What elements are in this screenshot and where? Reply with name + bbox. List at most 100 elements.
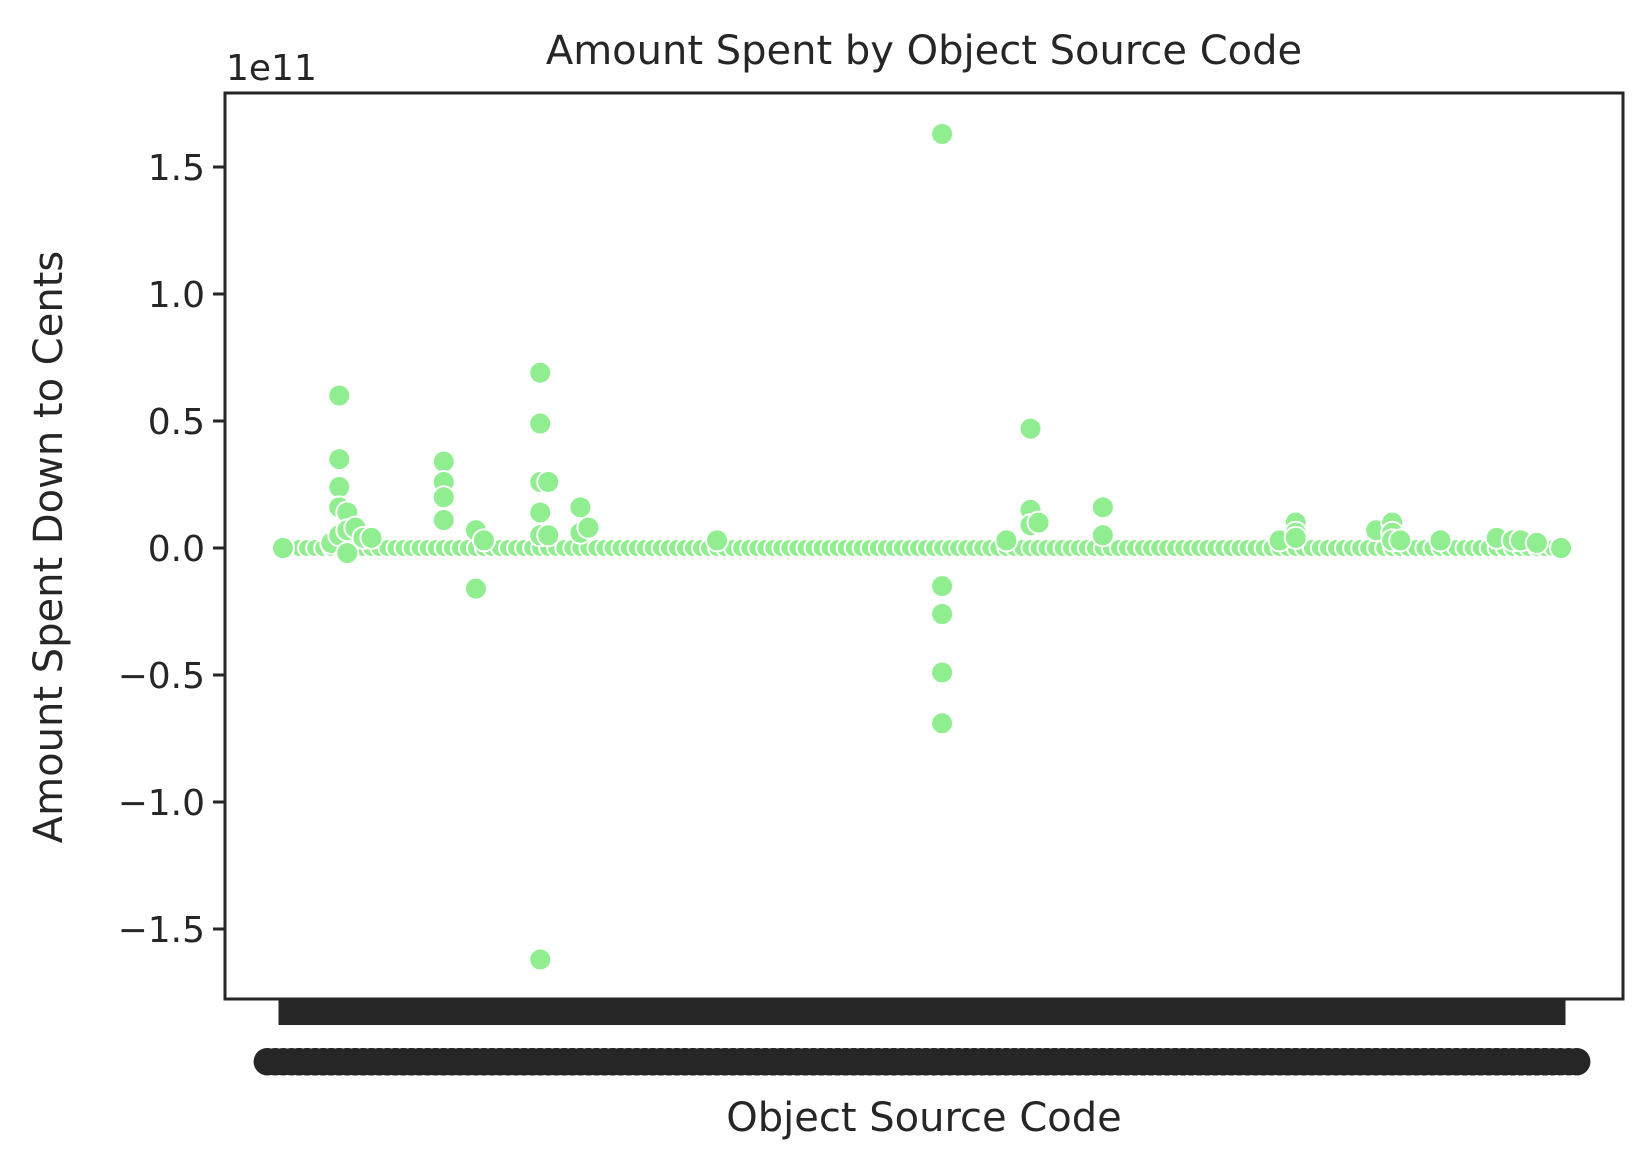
x-tick-label: ●● — [637, 1039, 700, 1080]
x-tick-label: ●● — [629, 1039, 692, 1080]
x-tick-label: ●● — [1465, 1039, 1528, 1080]
y-tick-label: 1.5 — [148, 148, 205, 189]
x-tick-label: ●● — [1514, 1039, 1577, 1080]
x-tick-label: ●● — [1136, 1039, 1199, 1080]
x-tick-label: ●● — [1232, 1039, 1295, 1080]
x-tick-label: ●● — [943, 1039, 1006, 1080]
x-tick-label: ●● — [1015, 1039, 1078, 1080]
x-tick-label: ●● — [613, 1039, 676, 1080]
x-tick-label: ●● — [999, 1039, 1062, 1080]
x-tick-label: ●● — [838, 1039, 901, 1080]
x-tick-label: ●● — [332, 1039, 395, 1080]
x-tick-label: ●● — [1039, 1039, 1102, 1080]
data-point — [930, 711, 955, 736]
x-tick-label: ●● — [967, 1039, 1030, 1080]
x-tick-label: ●● — [1497, 1039, 1560, 1080]
x-tick-label: ●● — [927, 1039, 990, 1080]
x-tick-label: ●● — [678, 1039, 741, 1080]
plot-frame — [223, 91, 1625, 1001]
x-tick-label: ●● — [372, 1039, 435, 1080]
x-tick-label: ●● — [1023, 1039, 1086, 1080]
x-tick-label: ●● — [645, 1039, 708, 1080]
data-point — [359, 525, 384, 550]
x-tick-label: ●● — [444, 1039, 507, 1080]
data-point — [1283, 525, 1308, 550]
x-tick-label: ●● — [806, 1039, 869, 1080]
x-tick-label: ●● — [653, 1039, 716, 1080]
x-tick-label: ●● — [1377, 1039, 1440, 1080]
x-tick-label: ●● — [1200, 1039, 1263, 1080]
data-point — [1388, 528, 1413, 553]
data-point — [327, 383, 352, 408]
data-point — [576, 515, 601, 540]
x-tick-label: ●● — [1393, 1039, 1456, 1080]
x-tick-label: ●● — [734, 1039, 797, 1080]
x-tick-label: ●● — [830, 1039, 893, 1080]
x-axis-label: Object Source Code — [726, 1095, 1122, 1141]
x-tick-label: ●● — [903, 1039, 966, 1080]
x-tick-label: ●● — [662, 1039, 725, 1080]
x-tick-label: ●● — [348, 1039, 411, 1080]
data-point — [463, 576, 488, 601]
x-tick-label: ●● — [260, 1039, 323, 1080]
x-tick-label: ●● — [1369, 1039, 1432, 1080]
y-tick-label: −0.5 — [118, 656, 205, 697]
x-tick-label: ●● — [1505, 1039, 1568, 1080]
x-tick-label: ●● — [308, 1039, 371, 1080]
x-tick-label: ●● — [1489, 1039, 1552, 1080]
data-point — [471, 528, 496, 553]
x-tick-label: ●● — [396, 1039, 459, 1080]
y-tick-label: 1.0 — [148, 275, 205, 316]
x-tick-label: ●● — [1272, 1039, 1335, 1080]
data-point — [431, 449, 456, 474]
y-tick-label: 0.5 — [148, 402, 205, 443]
x-tick-label: ●● — [1353, 1039, 1416, 1080]
x-tick-label: ●● — [951, 1039, 1014, 1080]
x-tick-label: ●● — [862, 1039, 925, 1080]
x-tick-label: ●● — [710, 1039, 773, 1080]
x-tick-label: ●● — [959, 1039, 1022, 1080]
x-tick-label: ●● — [1248, 1039, 1311, 1080]
x-tick-label: ●● — [1417, 1039, 1480, 1080]
x-tick-label: ●● — [388, 1039, 451, 1080]
x-tick-label: ●● — [404, 1039, 467, 1080]
x-tick-label: ●● — [300, 1039, 363, 1080]
x-tick-labels: ●●●●●●●●●●●●●●●●●●●●●●●●●●●●●●●●●●●●●●●●… — [252, 1039, 1593, 1080]
x-tick-label: ●● — [1305, 1039, 1368, 1080]
data-points — [271, 121, 1573, 972]
x-tick-label: ●● — [1425, 1039, 1488, 1080]
x-tick-label: ●● — [605, 1039, 668, 1080]
x-tick-label: ●● — [1321, 1039, 1384, 1080]
x-tick-label: ●● — [726, 1039, 789, 1080]
x-tick-label: ●● — [1152, 1039, 1215, 1080]
x-tick-label: ●● — [718, 1039, 781, 1080]
x-tick-label: ●● — [822, 1039, 885, 1080]
x-tick-label: ●● — [798, 1039, 861, 1080]
x-tick-label: ●● — [1063, 1039, 1126, 1080]
x-tick-label: ●● — [1473, 1039, 1536, 1080]
x-tick-label: ●● — [879, 1039, 942, 1080]
x-tick-label: ●● — [493, 1039, 556, 1080]
data-point — [335, 541, 360, 566]
x-tick-label: ●● — [1144, 1039, 1207, 1080]
x-tick-label: ●● — [1128, 1039, 1191, 1080]
data-point — [994, 528, 1019, 553]
data-point — [528, 411, 553, 436]
x-tick-label: ●● — [1256, 1039, 1319, 1080]
x-tick-label: ●● — [1522, 1039, 1585, 1080]
x-tick-label: ●● — [340, 1039, 403, 1080]
data-point — [930, 121, 955, 146]
y-tick-label: −1.0 — [118, 783, 205, 824]
y-axis-label: Amount Spent Down to Cents — [26, 251, 72, 843]
data-point — [1090, 523, 1115, 548]
data-point — [1428, 528, 1453, 553]
x-tick-label: ●● — [1361, 1039, 1424, 1080]
data-point — [1524, 530, 1549, 555]
x-tick-label: ●● — [284, 1039, 347, 1080]
x-tick-label: ●● — [1096, 1039, 1159, 1080]
x-tick-label: ●● — [895, 1039, 958, 1080]
x-tick-label: ●● — [453, 1039, 516, 1080]
x-tick-label: ●● — [1449, 1039, 1512, 1080]
x-tick-label: ●● — [919, 1039, 982, 1080]
